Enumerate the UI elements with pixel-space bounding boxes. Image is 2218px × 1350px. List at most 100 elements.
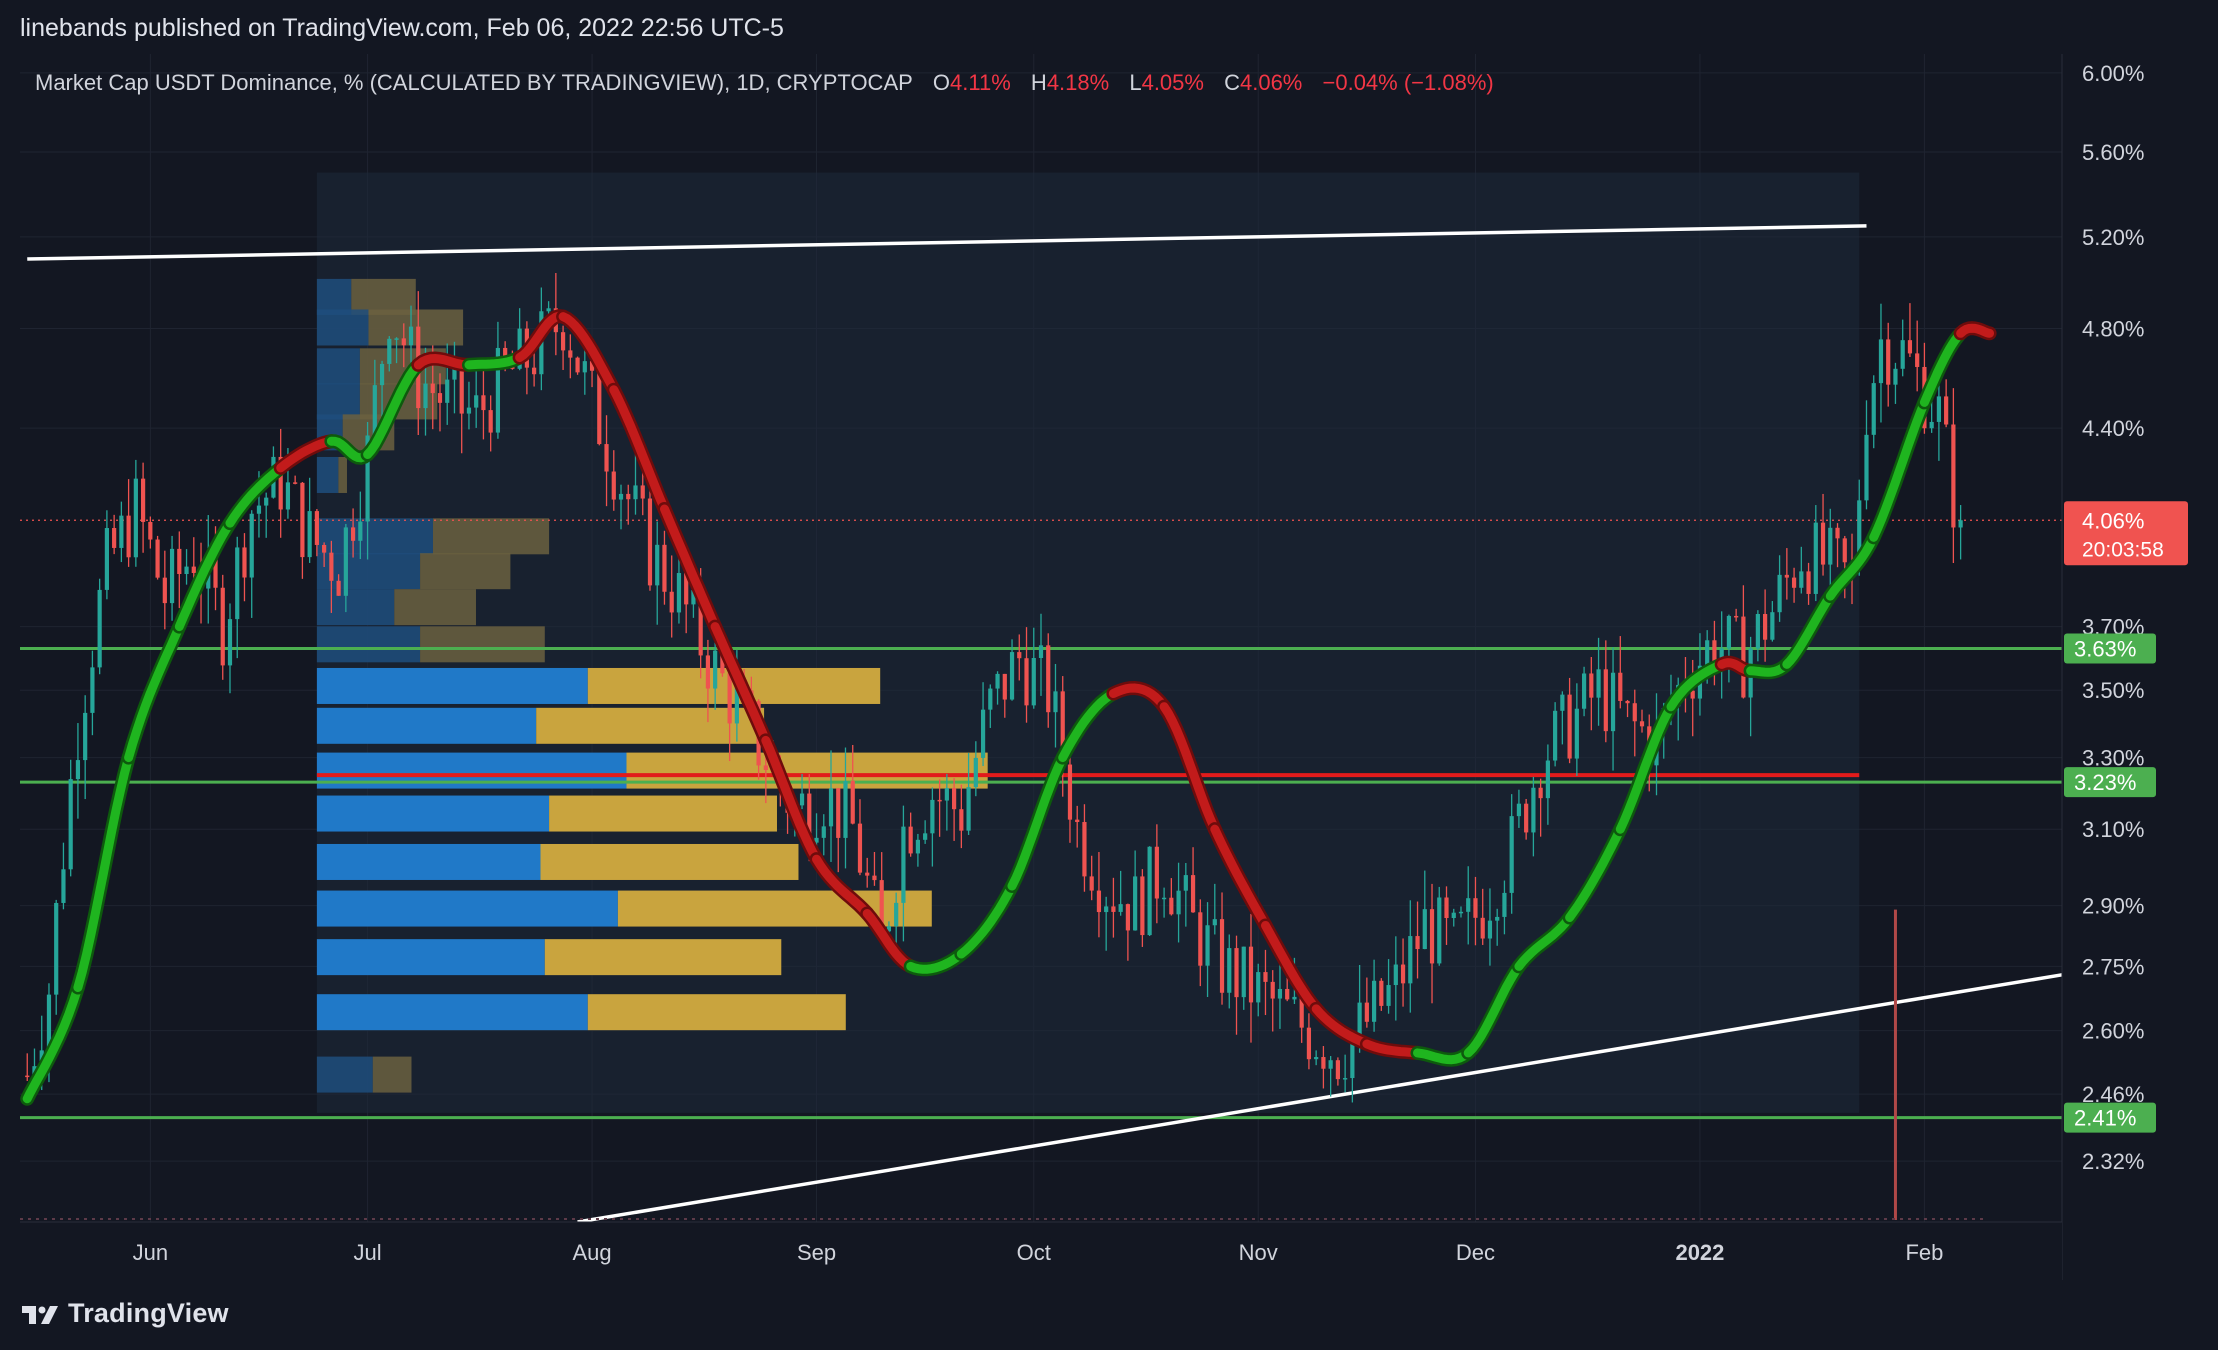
candle-body: [1791, 577, 1797, 588]
candle-body: [1603, 669, 1608, 732]
volume-profile-bar-up: [316, 626, 421, 663]
candle-body: [1437, 897, 1442, 964]
candle-body: [1878, 339, 1884, 384]
candle-body: [1277, 988, 1283, 999]
volume-profile-bar-up: [316, 518, 433, 555]
candle-body: [1581, 673, 1587, 709]
candle-body: [336, 580, 341, 596]
candle-body: [1958, 520, 1963, 528]
volume-profile-bar-down: [368, 309, 464, 346]
candle-body: [1335, 1060, 1340, 1080]
legend-close-label: C: [1224, 70, 1240, 95]
candle-body: [713, 650, 718, 689]
candle-body: [908, 826, 913, 854]
level-price-text: 3.63%: [2074, 636, 2136, 661]
trend-band-down: [1311, 1004, 1372, 1049]
candle-body: [684, 573, 689, 605]
candle-body: [727, 673, 732, 724]
candle-body: [46, 994, 52, 1051]
candle-body: [401, 338, 406, 346]
candle-body: [1741, 616, 1746, 698]
candle-body: [1473, 898, 1478, 918]
trend-band-up: [225, 463, 286, 528]
legend-open-label: O: [932, 70, 951, 95]
candle-body: [104, 528, 109, 590]
candle-body: [575, 357, 580, 373]
candle-body: [1161, 897, 1167, 900]
candle-body: [1806, 571, 1811, 594]
candle-body: [162, 577, 167, 604]
tradingview-logo[interactable]: TradingView: [20, 1298, 229, 1329]
candle-body: [1263, 972, 1268, 982]
trend-band-up: [956, 881, 1017, 959]
candle-body: [54, 902, 59, 995]
level-price-text: 2.41%: [2074, 1106, 2136, 1131]
candle-body: [1147, 846, 1152, 936]
candle-body: [1886, 339, 1891, 385]
candle-body: [155, 539, 160, 578]
legend-change: −0.04% (−1.08%): [1322, 70, 1494, 95]
candle-body: [1002, 673, 1007, 700]
candle-body: [1784, 574, 1789, 578]
candle-body: [1089, 876, 1094, 891]
candle-body: [1292, 996, 1297, 1000]
volume-profile-bar-down: [420, 626, 545, 663]
tradingview-logo-icon: [22, 1305, 58, 1324]
candle-body: [1915, 353, 1920, 367]
footer: [0, 1280, 2218, 1350]
candle-body: [1618, 672, 1623, 701]
candle-body: [126, 515, 131, 558]
volume-profile-bar-down: [549, 795, 777, 832]
candle-body: [1502, 892, 1507, 917]
trend-band-up: [1413, 1048, 1473, 1065]
x-tick-label: Jun: [133, 1240, 168, 1265]
trend-band-up: [1058, 689, 1118, 763]
candle-body: [452, 366, 457, 380]
candle-body: [1306, 1027, 1312, 1060]
trend-band-up: [464, 353, 525, 370]
candle-body: [532, 367, 537, 375]
candle-body: [445, 379, 450, 403]
candle-body: [358, 521, 363, 541]
candle-body: [1357, 1002, 1362, 1037]
y-tick-label: 2.75%: [2082, 954, 2144, 979]
candle-body: [1364, 1002, 1369, 1022]
candle-body: [1755, 614, 1760, 649]
candle-body: [235, 547, 240, 620]
trend-band-down: [515, 311, 568, 362]
volume-profile-bar-up: [316, 456, 339, 493]
candle-body: [314, 511, 319, 545]
volume-profile-bar-up: [316, 795, 550, 832]
candle-body: [1632, 703, 1637, 722]
x-tick-label: Nov: [1239, 1240, 1278, 1265]
candle-body: [589, 361, 595, 371]
trendlines: [27, 224, 2063, 1224]
candle-body: [1314, 1057, 1319, 1060]
last-price-tag: [2064, 501, 2188, 566]
candle-body: [1835, 527, 1840, 539]
candle-body: [191, 566, 196, 574]
candle-body: [213, 551, 218, 588]
trend-band-down: [1159, 702, 1220, 834]
candle-body: [1538, 787, 1543, 799]
trend-band-down: [710, 622, 771, 745]
candle-body: [1451, 912, 1456, 919]
candle-body: [1560, 694, 1565, 711]
candle-body: [966, 787, 971, 831]
candle-body: [568, 350, 573, 358]
candle-body: [1241, 946, 1246, 998]
candle-body: [734, 686, 739, 724]
candle-body: [1828, 527, 1833, 565]
candle-body: [1726, 615, 1732, 649]
candle-body: [1553, 710, 1558, 761]
candle-body: [293, 482, 298, 484]
candle-body: [307, 511, 312, 558]
chart-legend[interactable]: Market Cap USDT Dominance, % (CALCULATED…: [35, 70, 1494, 96]
candle-body: [930, 799, 935, 834]
trend-band-down: [413, 353, 474, 370]
volume-profile-bar-up: [316, 890, 618, 927]
trend-band-up: [1825, 532, 1879, 601]
candle-body: [1400, 964, 1406, 984]
candle-body: [597, 370, 602, 445]
